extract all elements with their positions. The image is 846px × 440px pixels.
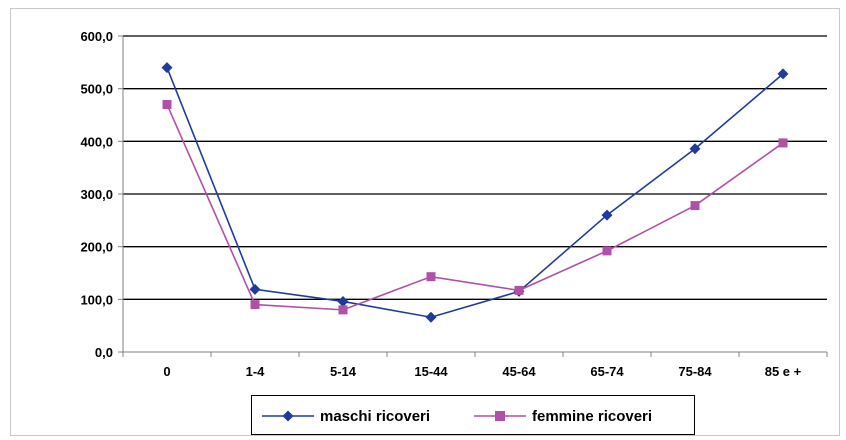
x-tick-label: 85 e +	[765, 364, 802, 379]
x-tick-label: 65-74	[590, 364, 624, 379]
chart-frame: 0,0 100,0 200,0 300,0 400,0 500,0 600,0 0 1-4 5-1…	[10, 8, 840, 436]
y-tick-label: 400,0	[80, 134, 113, 149]
data-point-diamond	[249, 283, 261, 295]
data-point-diamond	[689, 143, 701, 155]
data-point-square	[602, 246, 612, 256]
axes	[118, 35, 828, 357]
chart-canvas: 0,0 100,0 200,0 300,0 400,0 500,0 600,0 0 1-4 5-1…	[80, 29, 828, 379]
data-point-square	[162, 99, 172, 109]
legend-female-swatch	[474, 411, 526, 421]
gridlines	[123, 35, 827, 300]
x-tick-label: 1-4	[246, 364, 266, 379]
legend-male-swatch	[262, 410, 314, 422]
data-point-square	[426, 272, 436, 282]
data-point-square	[514, 285, 524, 295]
x-tick-label: 15-44	[414, 364, 448, 379]
data-point-square	[778, 138, 788, 148]
series-line	[166, 104, 784, 311]
data-point-diamond	[601, 209, 613, 221]
diamond-marker-icon	[282, 410, 294, 422]
series	[161, 62, 789, 323]
x-tick-label: 75-84	[678, 364, 712, 379]
data-point-square	[338, 305, 348, 315]
y-tick-label: 500,0	[80, 82, 113, 97]
x-tick-label: 0	[163, 364, 170, 379]
data-point-diamond	[337, 295, 349, 307]
data-point-square	[250, 300, 260, 310]
y-tick-label: 0,0	[95, 345, 113, 360]
data-point-square	[690, 201, 700, 211]
y-tick-label: 200,0	[80, 240, 113, 255]
y-tick-label: 300,0	[80, 187, 113, 202]
x-tick-label: 5-14	[330, 364, 357, 379]
legend-item-female: femmine ricoveri	[474, 396, 652, 436]
series-male	[161, 62, 789, 323]
x-tick-label: 45-64	[502, 364, 536, 379]
y-tick-label: 600,0	[80, 29, 113, 44]
data-point-diamond	[425, 311, 437, 323]
legend-label-male: maschi ricoveri	[320, 407, 431, 425]
tick-labels: 0,0 100,0 200,0 300,0 400,0 500,0 600,0 0 1-4 5-1…	[80, 29, 801, 379]
legend-label-female: femmine ricoveri	[532, 407, 653, 425]
series-female	[162, 99, 788, 315]
series-line	[166, 67, 784, 319]
data-point-diamond	[777, 68, 789, 80]
y-tick-label: 100,0	[80, 292, 113, 307]
legend: maschi ricoveri femmine ricoveri	[251, 395, 695, 435]
data-point-diamond	[161, 62, 173, 74]
square-marker-icon	[495, 411, 505, 421]
legend-item-male: maschi ricoveri	[262, 396, 430, 436]
